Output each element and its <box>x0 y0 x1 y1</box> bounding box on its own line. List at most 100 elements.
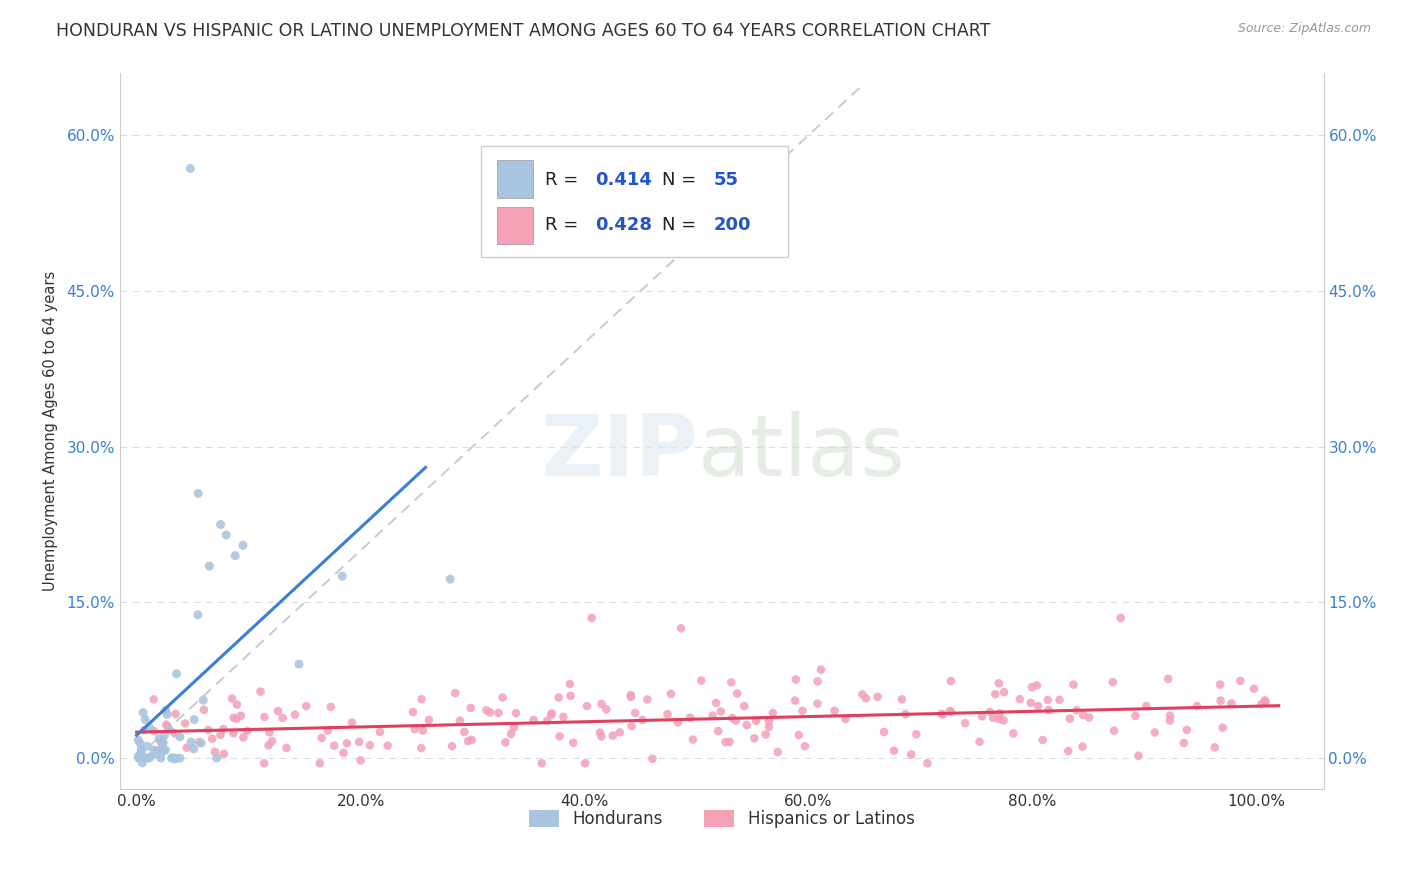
Point <box>758 714 780 728</box>
Point <box>720 675 742 690</box>
Point <box>988 706 1011 721</box>
Point <box>1143 725 1166 739</box>
Point <box>253 756 276 771</box>
Point <box>368 724 391 739</box>
Text: 55: 55 <box>713 170 738 189</box>
Point <box>152 736 174 750</box>
Text: N =: N = <box>661 216 702 234</box>
Point <box>1071 708 1094 723</box>
Point <box>411 741 433 756</box>
Point <box>620 690 643 704</box>
Point <box>1008 692 1031 706</box>
Point <box>718 735 741 749</box>
Point <box>127 733 149 747</box>
Text: atlas: atlas <box>697 411 905 494</box>
Point <box>156 707 179 722</box>
Point <box>1220 697 1243 711</box>
Point <box>359 738 381 752</box>
Point <box>762 706 785 720</box>
Point <box>377 739 399 753</box>
Point <box>1102 675 1125 690</box>
Point <box>201 731 224 746</box>
Point <box>941 705 963 719</box>
Point <box>972 709 994 723</box>
Point <box>152 735 174 749</box>
Point <box>987 676 1010 690</box>
Point <box>332 746 354 760</box>
Point <box>349 754 371 768</box>
Point <box>494 735 516 749</box>
Point <box>128 736 150 750</box>
Point <box>162 751 184 765</box>
Point <box>574 756 596 771</box>
Point <box>1062 678 1084 692</box>
Point <box>682 732 704 747</box>
Point <box>128 751 150 765</box>
Point <box>132 723 155 738</box>
Point <box>1019 696 1042 710</box>
Point <box>165 706 187 721</box>
Point <box>725 687 748 701</box>
Point <box>666 715 689 730</box>
Point <box>232 731 254 745</box>
Point <box>1049 693 1071 707</box>
Point <box>793 739 815 754</box>
Point <box>1109 611 1132 625</box>
Point <box>1125 709 1147 723</box>
Point <box>225 712 247 726</box>
Point <box>523 713 546 727</box>
Point <box>134 713 156 727</box>
FancyBboxPatch shape <box>496 207 533 244</box>
Point <box>323 739 346 753</box>
Point <box>226 698 249 712</box>
Point <box>1071 739 1094 754</box>
Point <box>160 751 183 765</box>
Point <box>198 559 221 574</box>
Point <box>135 739 157 753</box>
Point <box>163 726 186 740</box>
Point <box>129 746 152 760</box>
Point <box>1021 680 1043 694</box>
Text: R =: R = <box>544 216 583 234</box>
Point <box>981 711 1004 725</box>
Point <box>735 718 758 732</box>
Point <box>1157 672 1180 686</box>
Point <box>330 569 353 583</box>
Point <box>993 685 1015 699</box>
Point <box>1243 681 1265 696</box>
Point <box>1078 710 1101 724</box>
Point <box>165 751 187 765</box>
Point <box>595 702 617 716</box>
Text: Source: ZipAtlas.com: Source: ZipAtlas.com <box>1237 22 1371 36</box>
Point <box>1250 697 1272 711</box>
Point <box>581 611 603 625</box>
Point <box>153 744 176 758</box>
Point <box>229 708 252 723</box>
Point <box>267 704 290 718</box>
Point <box>271 711 294 725</box>
Point <box>547 690 569 705</box>
Point <box>987 712 1010 726</box>
Point <box>1254 693 1277 707</box>
Point <box>984 687 1007 701</box>
Point <box>205 751 228 765</box>
Point <box>1204 740 1226 755</box>
Point <box>1026 699 1049 714</box>
Y-axis label: Unemployment Among Ages 60 to 64 years: Unemployment Among Ages 60 to 64 years <box>44 271 58 591</box>
Point <box>575 699 598 714</box>
Point <box>1032 733 1054 747</box>
Point <box>1175 723 1198 737</box>
Point <box>155 703 177 717</box>
Point <box>131 756 153 770</box>
Point <box>183 742 205 756</box>
Point <box>336 736 359 750</box>
Text: N =: N = <box>661 170 702 189</box>
Point <box>873 725 896 739</box>
Point <box>591 730 613 744</box>
Point <box>129 750 152 764</box>
Point <box>721 711 744 725</box>
Point <box>1173 736 1195 750</box>
Point <box>883 744 905 758</box>
Point <box>180 735 202 749</box>
Point <box>1185 699 1208 714</box>
